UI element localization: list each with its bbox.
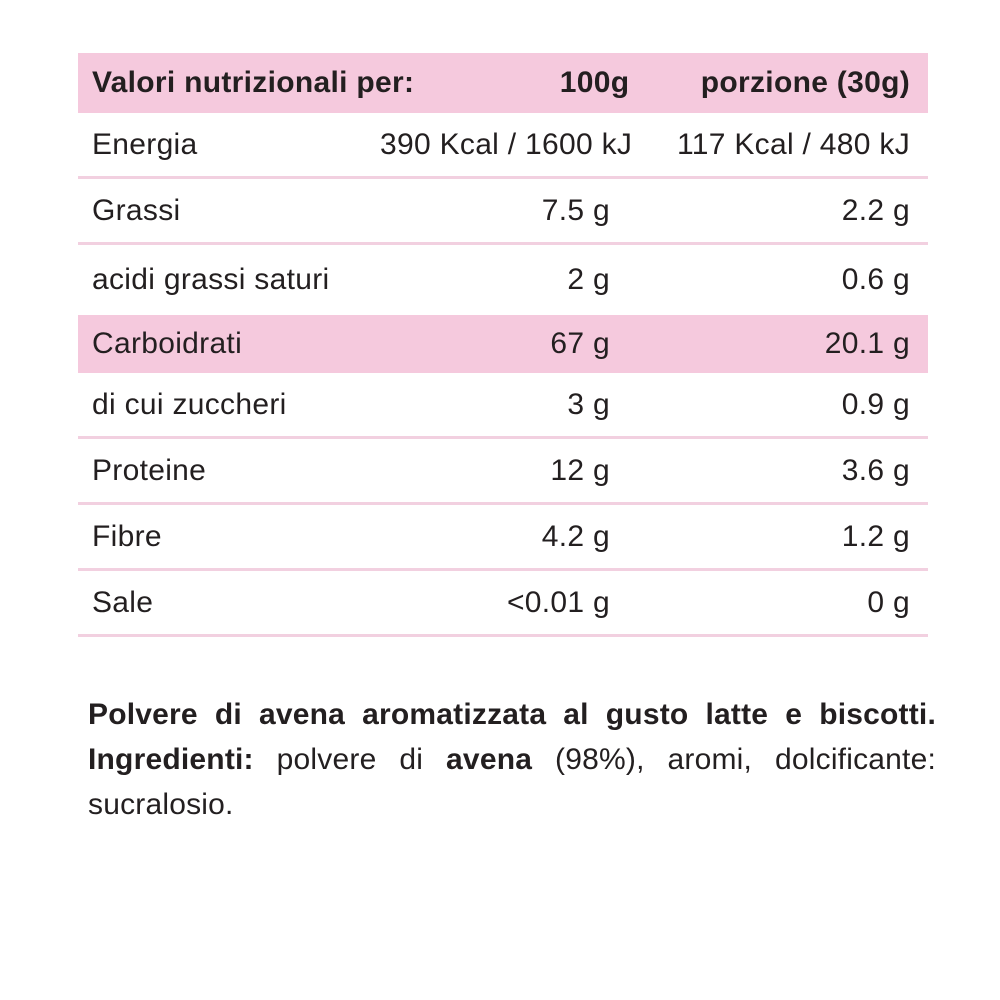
ingredients-label: Ingredienti: (88, 743, 254, 776)
table-row-acidi-grassi-saturi: acidi grassi saturi 2 g 0.6 g (78, 245, 928, 315)
row-label: Fibre (92, 519, 162, 553)
row-value-portion: 0.9 g (841, 387, 910, 421)
description-paragraph: Polvere di avena aromatizzata al gusto l… (88, 692, 936, 827)
table-row-di-cui-zuccheri: di cui zuccheri 3 g 0.9 g (78, 373, 928, 439)
table-row-sale: Sale <0.01 g 0 g (78, 571, 928, 637)
row-label: di cui zuccheri (92, 387, 287, 421)
table-header-row: Valori nutrizionali per: 100g porzione (… (78, 53, 928, 113)
row-value-portion: 3.6 g (841, 453, 910, 487)
row-value-100g: <0.01 g (506, 585, 610, 619)
table-row-energia: Energia 390 Kcal / 1600 kJ 117 Kcal / 48… (78, 113, 928, 179)
row-label: acidi grassi saturi (92, 263, 330, 296)
row-value-100g: 7.5 g (541, 193, 610, 227)
table-row-fibre: Fibre 4.2 g 1.2 g (78, 505, 928, 571)
row-value-100g: 12 g (550, 453, 610, 487)
allergen-avena: avena (446, 743, 533, 776)
row-label: Energia (92, 127, 198, 161)
table-row-grassi: Grassi 7.5 g 2.2 g (78, 179, 928, 245)
row-value-portion: 1.2 g (841, 519, 910, 553)
row-value-portion: 117 Kcal / 480 kJ (676, 127, 910, 161)
header-col-portion: porzione (30g) (700, 66, 910, 99)
ingredients-text-rest: (98%), aromi, dolcificante: (555, 743, 937, 776)
row-value-100g: 67 g (550, 327, 610, 360)
row-value-portion: 20.1 g (824, 327, 910, 360)
row-value-100g: 390 Kcal / 1600 kJ (380, 127, 633, 161)
table-row-carboidrati: Carboidrati 67 g 20.1 g (78, 315, 928, 373)
row-label: Grassi (92, 193, 181, 227)
row-label: Carboidrati (92, 327, 243, 360)
ingredients-text: polvere di (276, 743, 424, 776)
row-label: Proteine (92, 453, 207, 487)
row-value-100g: 3 g (567, 387, 610, 421)
description-line-2: Ingredienti: polvere di avena (98%), aro… (88, 737, 936, 782)
description-line-1: Polvere di avena aromatizzata al gusto l… (88, 698, 936, 731)
table-row-proteine: Proteine 12 g 3.6 g (78, 439, 928, 505)
nutrition-table: Valori nutrizionali per: 100g porzione (… (78, 53, 928, 637)
header-label: Valori nutrizionali per: (92, 66, 415, 99)
row-value-portion: 0.6 g (841, 263, 910, 296)
row-value-portion: 2.2 g (841, 193, 910, 227)
row-value-portion: 0 g (867, 585, 910, 619)
row-label: Sale (92, 585, 154, 619)
description-line-3: sucralosio. (88, 788, 234, 821)
row-value-100g: 4.2 g (541, 519, 610, 553)
row-value-100g: 2 g (567, 263, 610, 296)
header-col-100g: 100g (559, 66, 630, 99)
